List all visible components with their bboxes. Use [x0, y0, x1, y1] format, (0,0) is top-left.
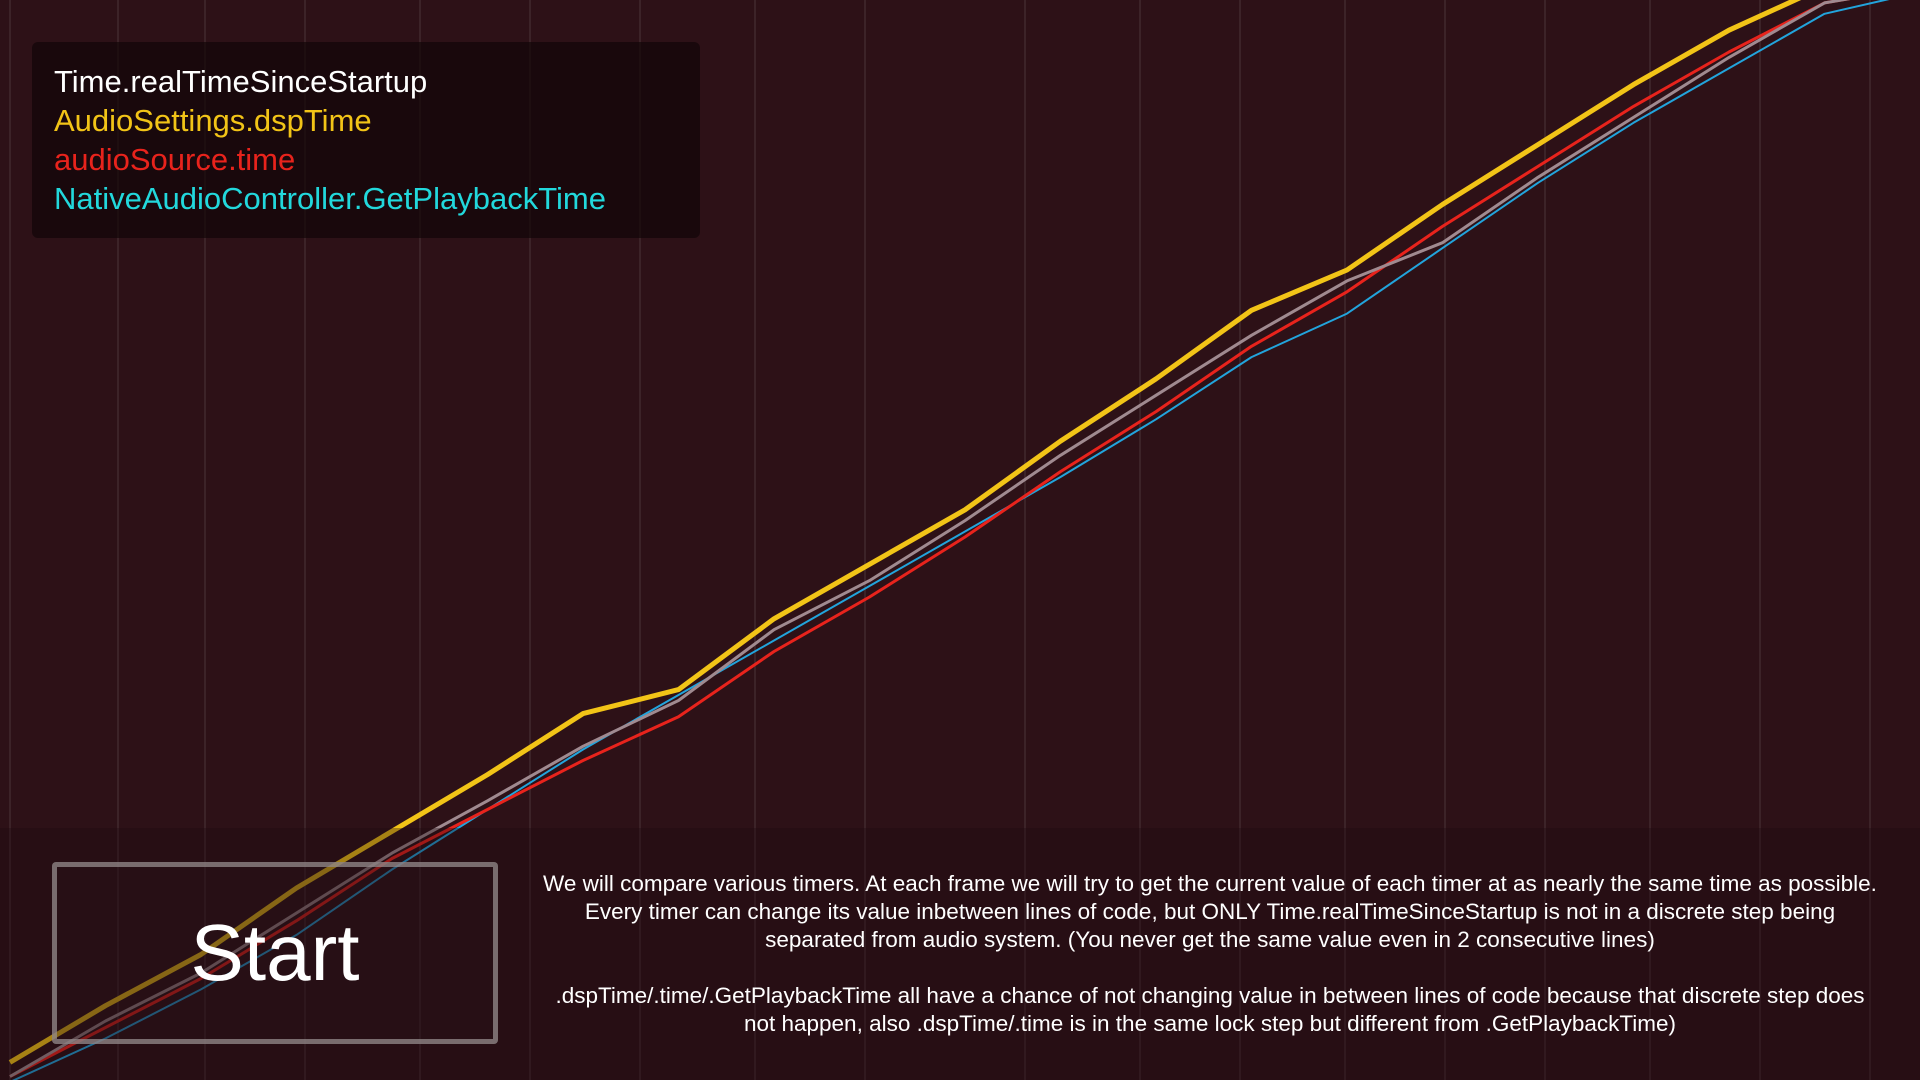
legend-item-dsptime: AudioSettings.dspTime — [54, 103, 372, 138]
start-button-label: Start — [190, 908, 360, 997]
bottom-panel — [0, 828, 1920, 1080]
legend-panel: Time.realTimeSinceStartup AudioSettings.… — [32, 42, 700, 238]
series-line-3 — [11, 0, 1890, 1080]
description-paragraph-2: .dspTime/.time/.GetPlaybackTime all have… — [555, 983, 1865, 1036]
series-line-0 — [9, 0, 1851, 1078]
legend-item-native-playback-time: NativeAudioController.GetPlaybackTime — [54, 181, 606, 216]
series-line-1 — [8, 0, 1802, 1065]
series-line-2 — [9, 0, 1851, 1078]
description-paragraph-1: We will compare various timers. At each … — [543, 871, 1877, 952]
legend-item-realtime: Time.realTimeSinceStartup — [54, 64, 428, 99]
start-button[interactable]: Start — [52, 862, 498, 1044]
description-text: We will compare various timers. At each … — [540, 870, 1880, 1066]
timer-series-lines — [8, 0, 1890, 1080]
legend-item-audiosource-time: audioSource.time — [54, 142, 296, 177]
